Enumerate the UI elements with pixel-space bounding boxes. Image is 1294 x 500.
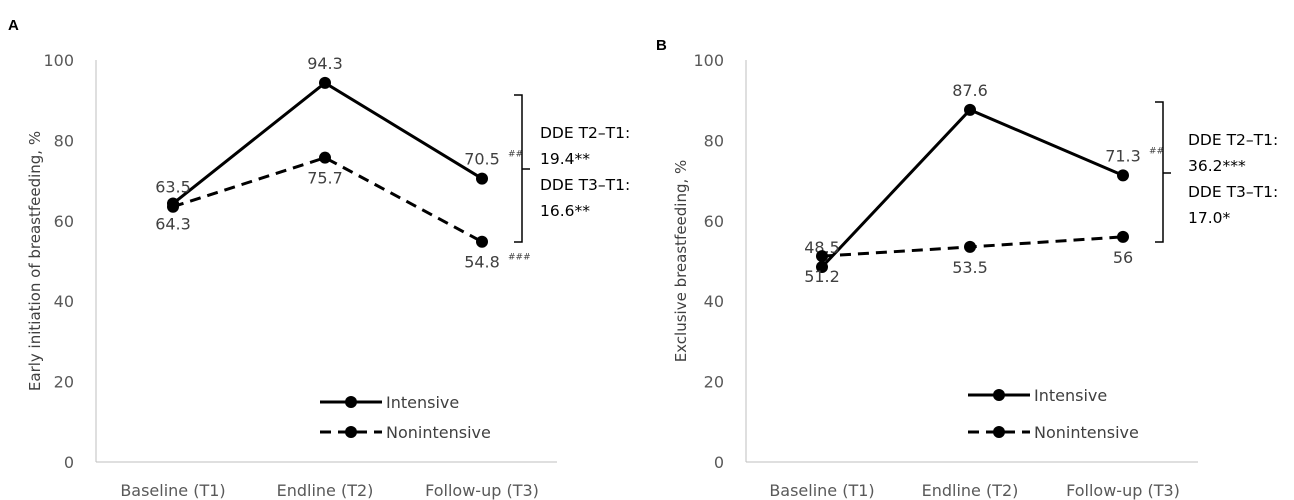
legend-label-intensive: Intensive	[1034, 386, 1107, 405]
data-point-intensive	[319, 76, 331, 89]
y-tick-label: 20	[54, 373, 74, 392]
data-label: 53.5	[952, 258, 988, 277]
annotation-bracket	[514, 94, 523, 243]
data-label: 63.5	[155, 178, 191, 197]
y-tick-label: 80	[704, 131, 724, 150]
legend-marker-intensive	[345, 396, 357, 408]
y-tick-label: 0	[64, 453, 74, 472]
data-label: 51.2	[804, 267, 840, 286]
significance-marker: ##	[1149, 146, 1164, 156]
ddE-annotation-line: DDE T2–T1:	[540, 124, 630, 142]
y-axis-label: Exclusive breastfeeding, %	[672, 160, 690, 363]
data-point-intensive	[964, 103, 976, 116]
data-point-intensive	[476, 172, 488, 185]
legend-marker-nonintensive	[345, 426, 357, 438]
ddE-annotation-line: DDE T3–T1:	[540, 176, 630, 194]
y-axis-label: Early initiation of breastfeeding, %	[26, 131, 44, 391]
y-tick-label: 60	[54, 212, 74, 231]
y-tick-label: 40	[704, 292, 724, 311]
data-label: 48.5	[804, 238, 840, 257]
data-label: 70.5	[464, 150, 500, 169]
legend-label-nonintensive: Nonintensive	[386, 423, 491, 442]
data-point-nonintensive	[1117, 230, 1129, 243]
ddE-annotation-line: 19.4**	[540, 150, 590, 168]
x-tick-label: Endline (T2)	[922, 481, 1019, 500]
chart-panel-a: A 0 20 40 60 80 100 Early initiation of breastf…	[8, 17, 630, 500]
y-tick-label: 0	[714, 453, 724, 472]
significance-marker: ##	[508, 150, 523, 160]
legend-marker-nonintensive	[993, 426, 1005, 438]
ddE-annotation-line: DDE T3–T1:	[1188, 183, 1278, 201]
panel-letter: A	[8, 17, 19, 34]
series-line-nonintensive	[172, 156, 483, 244]
chart-panel-b: B 0 20 40 60 80 100 Exclusive breastfeeding, % B…	[656, 37, 1278, 500]
data-point-nonintensive	[167, 200, 179, 213]
panel-letter: B	[656, 37, 667, 54]
x-tick-label: Endline (T2)	[277, 481, 374, 500]
data-point-nonintensive	[476, 235, 488, 248]
x-tick-label: Baseline (T1)	[120, 481, 225, 500]
ddE-annotation-line: 16.6**	[540, 202, 590, 220]
data-point-intensive	[816, 261, 828, 274]
y-tick-label: 100	[693, 51, 724, 70]
data-label: 71.3	[1105, 146, 1141, 165]
ddE-annotation-line: 17.0*	[1188, 209, 1231, 227]
legend-label-nonintensive: Nonintensive	[1034, 423, 1139, 442]
y-tick-label: 40	[54, 292, 74, 311]
data-label: 75.7	[307, 169, 343, 188]
ddE-annotation-line: DDE T2–T1:	[1188, 131, 1278, 149]
data-label: 54.8	[464, 253, 500, 272]
y-tick-label: 60	[704, 212, 724, 231]
legend-marker-intensive	[993, 389, 1005, 401]
data-point-nonintensive	[319, 151, 331, 164]
x-tick-label: Follow-up (T3)	[425, 481, 539, 500]
data-label: 94.3	[307, 54, 343, 73]
data-point-intensive	[1117, 169, 1129, 182]
y-tick-label: 80	[54, 131, 74, 150]
x-tick-label: Baseline (T1)	[769, 481, 874, 500]
data-label: 56	[1113, 248, 1133, 267]
data-point-nonintensive	[964, 240, 976, 253]
data-label: 64.3	[155, 215, 191, 234]
data-point-nonintensive	[816, 250, 828, 263]
y-tick-label: 100	[43, 51, 74, 70]
x-tick-label: Follow-up (T3)	[1066, 481, 1180, 500]
annotation-bracket	[1155, 101, 1164, 243]
legend-label-intensive: Intensive	[386, 393, 459, 412]
data-label: 87.6	[952, 81, 988, 100]
ddE-annotation-line: 36.2***	[1188, 157, 1246, 175]
significance-marker: ###	[508, 253, 531, 263]
y-tick-label: 20	[704, 373, 724, 392]
